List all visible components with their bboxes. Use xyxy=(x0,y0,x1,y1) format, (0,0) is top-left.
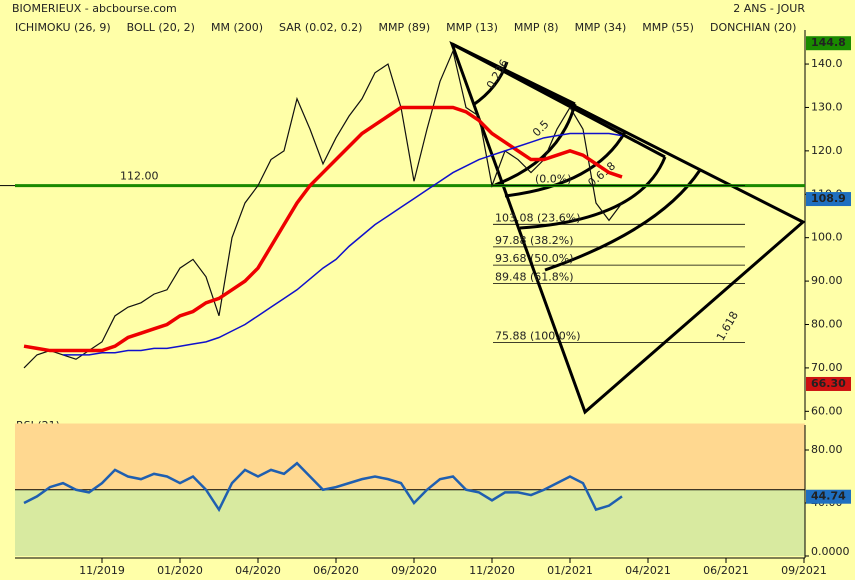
rsi-zone-low xyxy=(15,489,805,556)
price-line xyxy=(63,132,623,356)
y-tick-label: 60.00 xyxy=(811,404,843,417)
legend-entry: SAR (0.02, 0.2) xyxy=(279,21,362,34)
y-tick-label: 80.00 xyxy=(811,443,843,456)
price-tag xyxy=(806,376,851,391)
x-tick-label: 04/2020 xyxy=(235,564,281,577)
price-tag-label: 144.8 xyxy=(811,36,846,49)
rsi-line xyxy=(23,461,623,513)
legend-entry: MMP (13) xyxy=(446,21,498,34)
rsi-zone-high xyxy=(15,423,805,490)
rsi-tag-label: 44.74 xyxy=(811,490,846,503)
x-tick-label: 06/2021 xyxy=(703,564,749,577)
fib-label: 75.88 (100.0%) xyxy=(495,329,581,342)
fib-label: 103.08 (23.6%) xyxy=(495,211,581,224)
fan-arc xyxy=(519,156,667,230)
legend-entry: MMP (89) xyxy=(378,21,430,34)
price-tag xyxy=(806,36,851,51)
rsi-tag xyxy=(806,489,851,504)
y-tick-label: 100.0 xyxy=(811,231,843,244)
y-tick-label: 0.0000 xyxy=(811,545,850,558)
price-line xyxy=(23,105,623,353)
y-tick-label: 70.00 xyxy=(811,361,843,374)
fan-arc xyxy=(504,131,627,198)
chart-title: BIOMERIEUX - abcbourse.com xyxy=(12,2,177,15)
fib-label: 97.88 (38.2%) xyxy=(495,234,574,247)
price-tag-label: 108.9 xyxy=(811,192,846,205)
fib-label: (0.0%) xyxy=(535,173,572,186)
x-tick-label: 09/2020 xyxy=(391,564,437,577)
y-tick-label: 80.00 xyxy=(811,318,843,331)
fib-label: 89.48 (61.8%) xyxy=(495,270,574,283)
price-tag xyxy=(806,192,851,207)
legend-entry: BOLL (20, 2) xyxy=(127,21,195,34)
x-tick-label: 01/2021 xyxy=(547,564,593,577)
y-tick-label: 90.00 xyxy=(811,274,843,287)
x-tick-label: 01/2020 xyxy=(157,564,203,577)
y-tick-label: 140.0 xyxy=(811,57,843,70)
x-tick-label: 09/2021 xyxy=(781,564,827,577)
fan-arc xyxy=(472,61,509,107)
fan-outline xyxy=(449,40,806,415)
legend-entry: MM (200) xyxy=(211,21,263,34)
price-tag-label: 66.30 xyxy=(811,377,846,390)
legend-entry: DONCHIAN (20) xyxy=(710,21,796,34)
fan-arc xyxy=(544,169,702,272)
legend-entry: MMP (8) xyxy=(514,21,559,34)
x-tick-label: 06/2020 xyxy=(313,564,359,577)
y-tick-label: 130.0 xyxy=(811,100,843,113)
x-tick-label: 11/2020 xyxy=(469,564,515,577)
y-tick-label: 120.0 xyxy=(811,144,843,157)
level-label: 112.00 xyxy=(120,170,159,183)
legend-entry: ICHIMOKU (26, 9) xyxy=(15,21,111,34)
price-line xyxy=(23,49,623,369)
x-tick-label: 11/2019 xyxy=(79,564,125,577)
x-tick-label: 04/2021 xyxy=(625,564,671,577)
legend-entry: MMP (34) xyxy=(575,21,627,34)
fan-line xyxy=(451,42,521,80)
chart-subtitle: 2 ANS - JOUR xyxy=(733,2,805,15)
fib-label: 93.68 (50.0%) xyxy=(495,252,574,265)
legend-entry: MMP (55) xyxy=(642,21,694,34)
